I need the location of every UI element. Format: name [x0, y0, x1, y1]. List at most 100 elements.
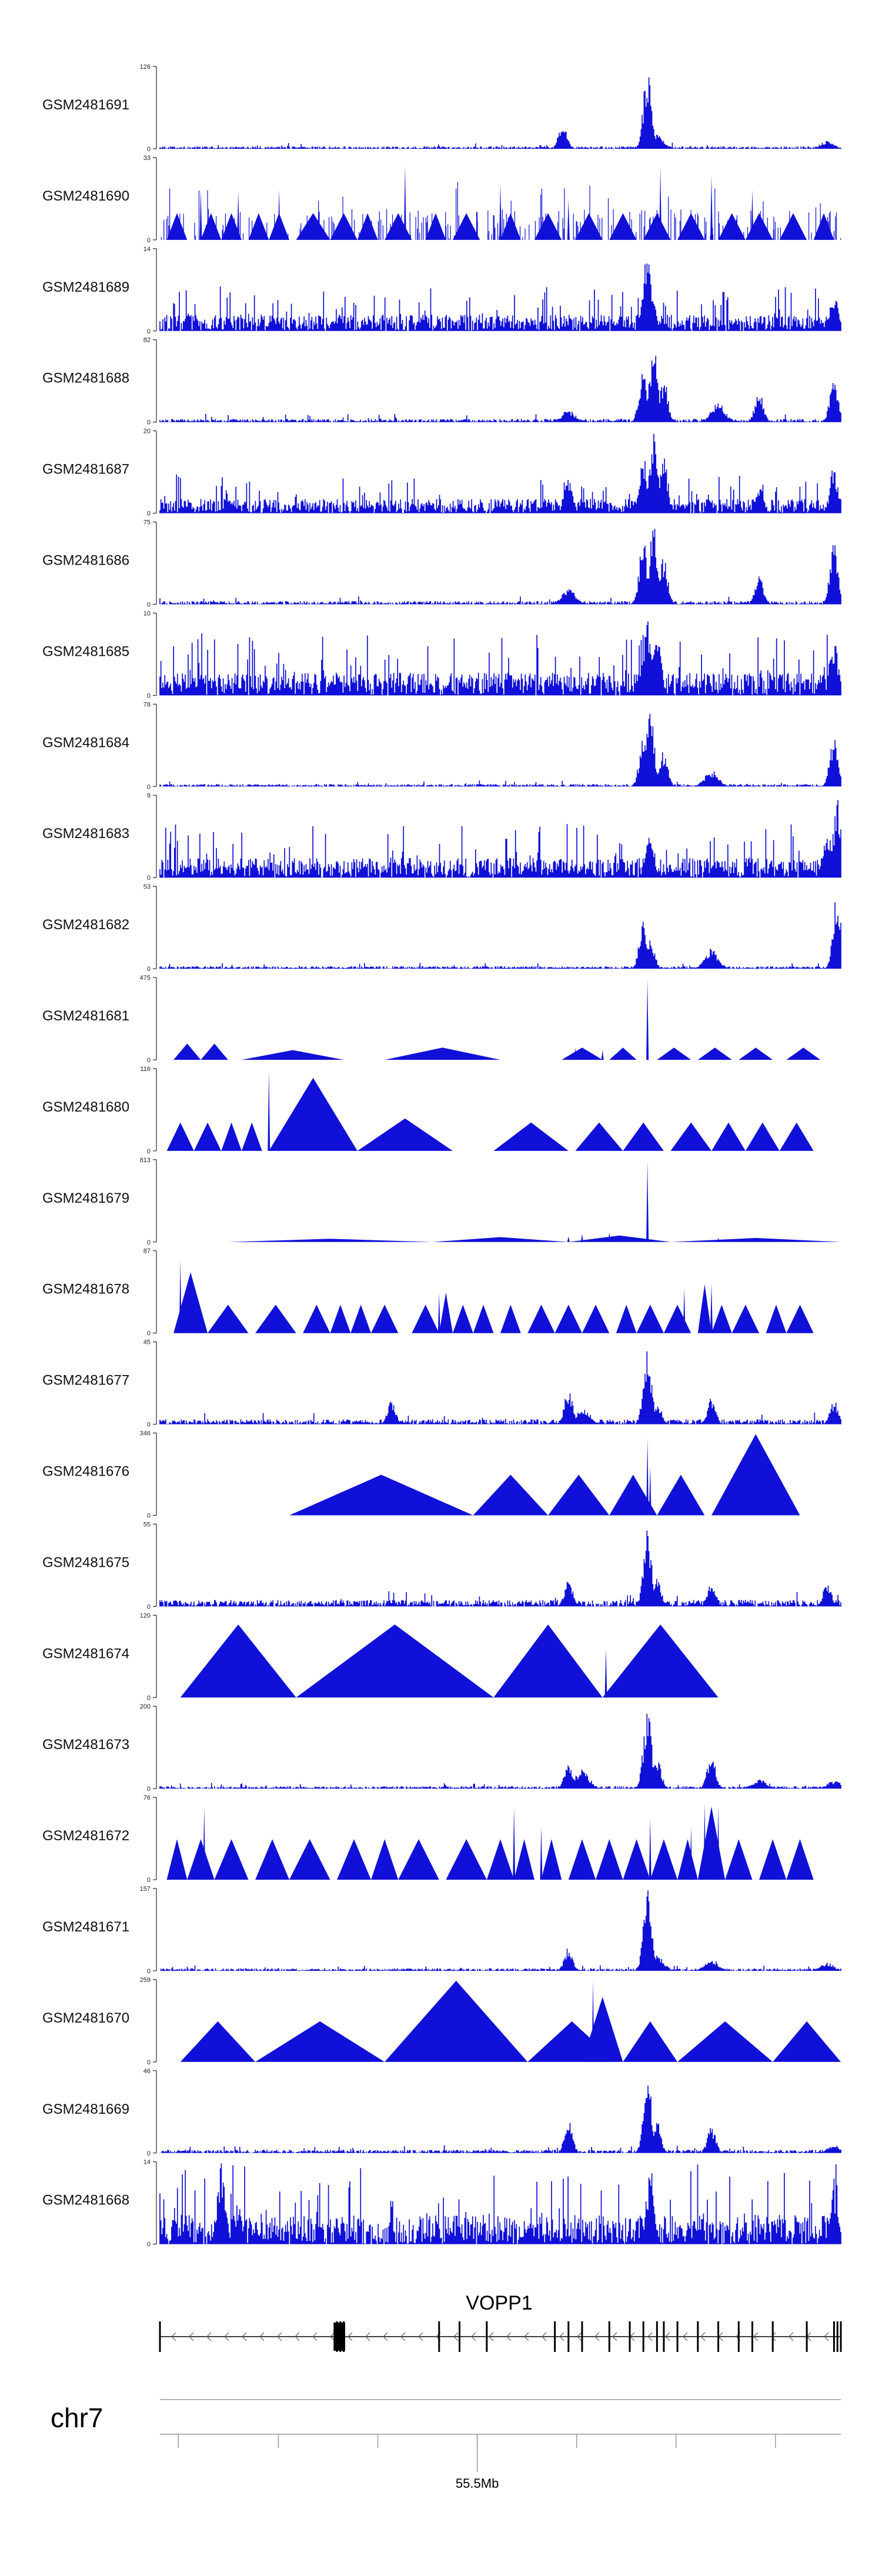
y-max-label: 120 [140, 1612, 151, 1619]
signal-triangle [725, 1839, 753, 1880]
y-min-label: 0 [147, 1239, 151, 1246]
strand-arrow [577, 2332, 582, 2341]
signal-triangle [670, 1122, 711, 1151]
signal-triangle [385, 1047, 500, 1060]
signal-triangle [473, 1304, 494, 1333]
strand-arrow [348, 2332, 353, 2341]
signal-triangle [623, 1122, 664, 1151]
signal-triangle [500, 213, 521, 240]
signal-spike [580, 1234, 583, 1242]
track-label: GSM2481689 [42, 279, 129, 295]
signal-triangle [425, 213, 446, 240]
strand-arrow [665, 2332, 670, 2341]
strand-arrow [224, 2332, 229, 2341]
y-min-label: 0 [147, 875, 151, 882]
track-label: GSM2481671 [42, 1919, 129, 1935]
strand-arrow [647, 2332, 653, 2341]
track-GSM2481675: GSM2481675 55 0 [42, 1521, 841, 1610]
exon [486, 2321, 488, 2352]
signal-triangle [357, 213, 378, 240]
chromosome-name: chr7 [51, 2403, 103, 2433]
track-label: GSM2481678 [42, 1282, 129, 1297]
y-min-label: 0 [147, 1968, 151, 1975]
exon [663, 2321, 665, 2352]
signal-triangle [446, 1839, 487, 1880]
track-GSM2481682: GSM2481682 53 0 [42, 883, 841, 973]
track-GSM2481671: GSM2481671 157 0 [42, 1886, 841, 1975]
signal-triangle [412, 1304, 439, 1333]
signal-triangle [432, 1237, 569, 1242]
signal-triangle [201, 1043, 228, 1060]
exon [608, 2321, 610, 2352]
track-GSM2481680: GSM2481680 116 0 [42, 1066, 814, 1155]
signal-triangle [452, 1304, 473, 1333]
track-label: GSM2481680 [42, 1099, 129, 1115]
signal-triangle [248, 213, 269, 240]
signal-triangle [711, 1122, 746, 1151]
exon [771, 2321, 774, 2352]
strand-arrow [789, 2332, 794, 2341]
signal-bars [159, 621, 841, 696]
signal-bars [159, 1351, 841, 1424]
track-GSM2481677: GSM2481677 45 0 [42, 1339, 841, 1429]
signal-spike [646, 1438, 649, 1516]
y-max-label: 75 [143, 519, 151, 526]
signal-triangle [779, 1122, 814, 1151]
signal-triangle [255, 1839, 290, 1880]
signal-triangle [759, 1839, 787, 1880]
signal-triangle [255, 1304, 296, 1333]
signal-triangle [193, 1122, 222, 1151]
signal-triangle [718, 213, 746, 240]
signal-triangle [296, 1624, 494, 1698]
signal-triangle [337, 1839, 371, 1880]
signal-triangle [609, 1474, 657, 1516]
signal-spike [649, 1466, 652, 1516]
track-label: GSM2481681 [42, 1008, 129, 1024]
y-min-label: 0 [147, 966, 151, 973]
signal-spike [604, 1649, 607, 1698]
y-max-label: 813 [140, 1157, 151, 1164]
strand-arrow [312, 2332, 318, 2341]
y-min-label: 0 [147, 146, 151, 153]
signal-spike [710, 175, 713, 240]
exon [717, 2321, 720, 2352]
strand-arrow [365, 2332, 370, 2341]
y-min-label: 0 [147, 2150, 151, 2157]
y-min-label: 0 [147, 2241, 151, 2248]
signal-triangle [623, 2021, 678, 2062]
signal-triangle [582, 1304, 610, 1333]
y-max-label: 475 [140, 975, 151, 982]
track-label: GSM2481687 [42, 462, 129, 478]
track-GSM2481669: GSM2481669 46 0 [42, 2068, 841, 2157]
signal-triangle [303, 1304, 330, 1333]
strand-arrow [418, 2332, 423, 2341]
exon [836, 2321, 838, 2352]
signal-bars [159, 800, 841, 878]
y-min-label: 0 [147, 1057, 151, 1064]
y-min-label: 0 [147, 1877, 151, 1884]
y-max-label: 33 [143, 155, 151, 162]
strand-arrow [771, 2332, 776, 2341]
signal-bars [159, 433, 841, 513]
signal-triangle [697, 1806, 726, 1880]
y-max-label: 14 [143, 2159, 151, 2166]
signal-triangle [562, 1047, 603, 1060]
track-label: GSM2481684 [42, 735, 129, 750]
y-min-label: 0 [147, 1513, 151, 1520]
strand-arrow [242, 2332, 247, 2341]
track-label: GSM2481683 [42, 826, 129, 842]
signal-triangle [500, 1304, 521, 1333]
y-max-label: 87 [143, 1248, 151, 1255]
signal-bars [159, 263, 841, 331]
gene-track: VOPP1 [159, 2292, 842, 2352]
track-GSM2481688: GSM2481688 82 0 [42, 337, 841, 426]
y-max-label: 157 [140, 1886, 151, 1893]
strand-arrow [506, 2332, 512, 2341]
y-max-label: 346 [140, 1430, 151, 1437]
signal-spike [717, 1806, 720, 1880]
signal-triangle [173, 1043, 201, 1060]
y-max-label: 20 [143, 428, 151, 435]
signal-triangle [786, 1839, 814, 1880]
signal-triangle [677, 1839, 698, 1880]
signal-triangle [663, 1304, 691, 1333]
